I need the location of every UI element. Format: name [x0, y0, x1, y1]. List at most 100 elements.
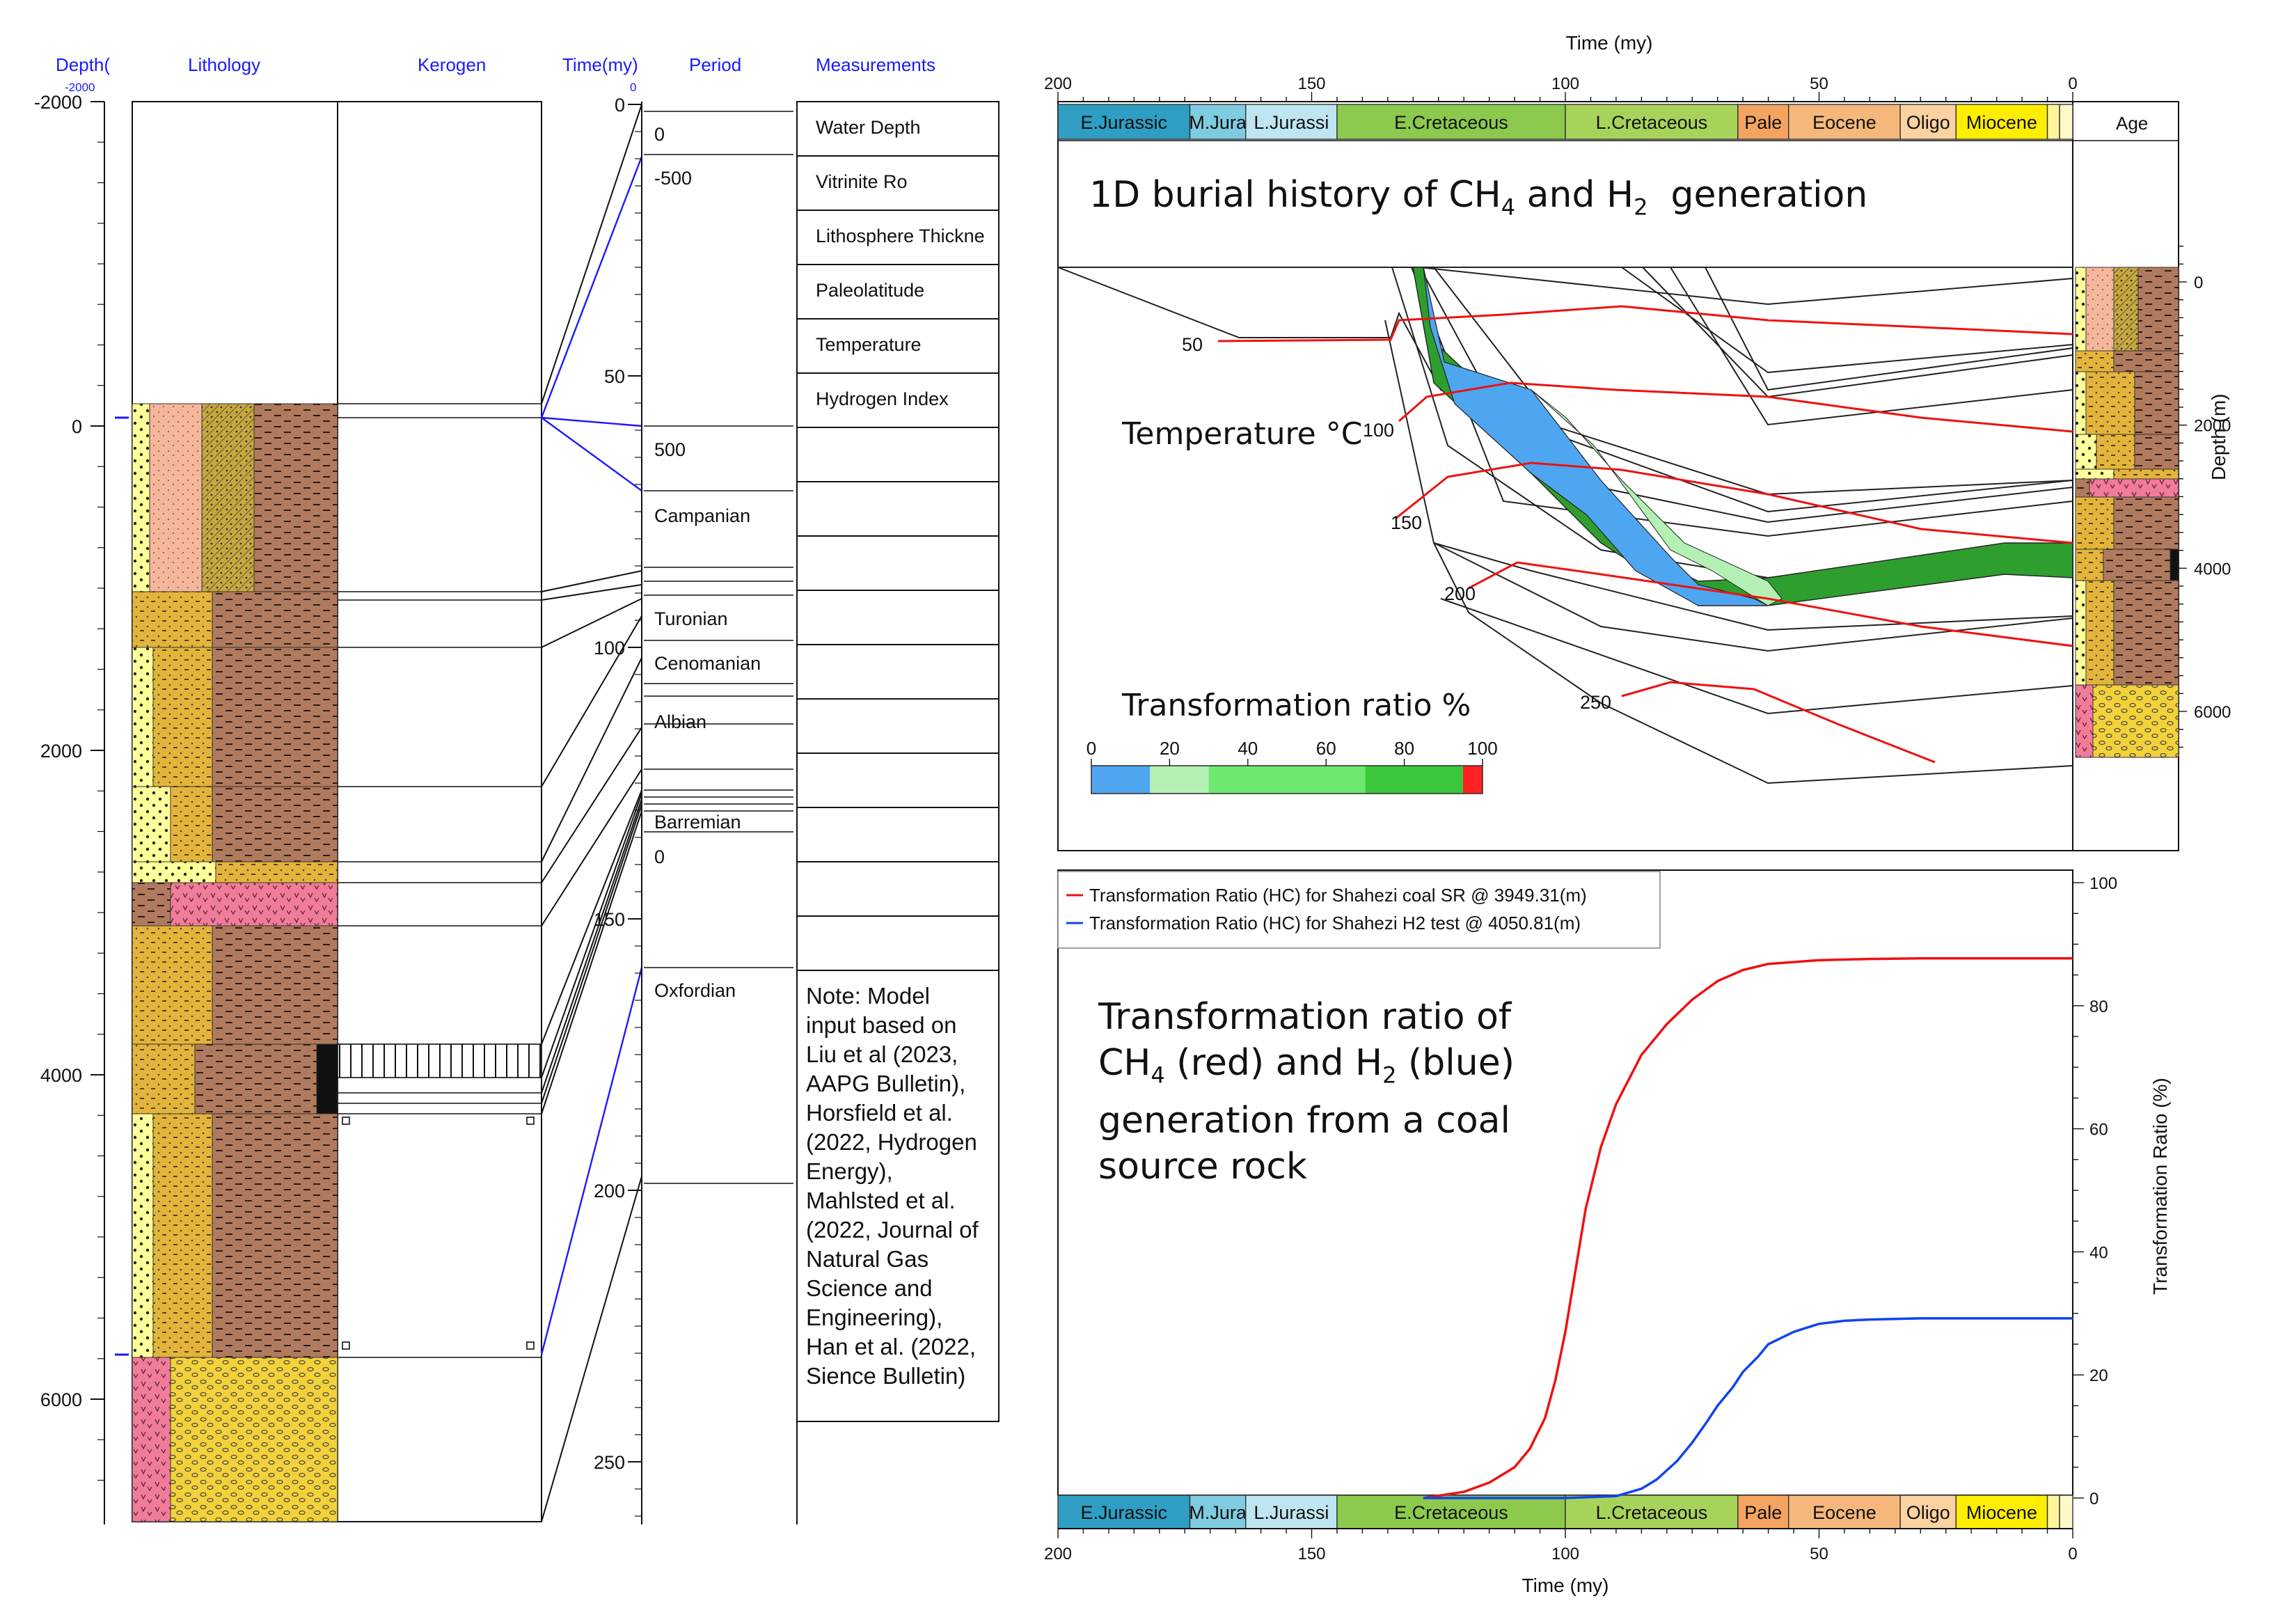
temperature-label: Temperature °C: [1122, 416, 1363, 452]
burial-depth-axis: 0 2000 4000 6000: [2179, 245, 2231, 748]
measurement-label: Vitrinite Ro: [816, 171, 908, 192]
period-label: 0: [654, 846, 665, 867]
period-boundaries: [644, 111, 793, 1184]
age-segment: [2046, 104, 2060, 140]
burial-lithology-strip: [2075, 267, 2179, 758]
header-lithology: Lithology: [188, 54, 261, 75]
lithology-layers: [132, 403, 338, 1522]
age-segment-label: Miocene: [1966, 1502, 2037, 1523]
age-segment-label: Miocene: [1966, 112, 2037, 133]
age-segment-label: L.Jurassi: [1254, 1502, 1329, 1523]
time-tick-label: 150: [594, 909, 625, 930]
header-time: Time(my): [562, 54, 638, 75]
age-segment: [1955, 104, 2048, 140]
age-segment-label: Pale: [1744, 1502, 1782, 1523]
header-measurements: Measurements: [816, 54, 935, 75]
tr-y-tick-label: 20: [2089, 1366, 2108, 1385]
period-label: -500: [654, 168, 692, 189]
age-segment: [1057, 1495, 1191, 1529]
measurement-rows: [797, 101, 999, 971]
age-segment: [2046, 1495, 2060, 1529]
tr-colorbar-tick-label: 100: [1467, 738, 1497, 759]
tr-y-tick-label: 100: [2089, 874, 2117, 893]
burial-title: 1D burial history of CH4 and H2 generati…: [1089, 174, 1868, 221]
age-segment: [1565, 1495, 1739, 1529]
note-line: input based on: [806, 1012, 957, 1038]
depth-axis-ticks: -2000 0 2000 4000 6000: [34, 92, 104, 1481]
tr-colorbar-segment: [1091, 766, 1151, 794]
isotherm-labels: 50 100 150 200 250: [1182, 334, 1611, 713]
tr-colorbar-tick-label: 0: [1086, 738, 1096, 759]
burial-depth-tick-label: 4000: [2194, 560, 2231, 578]
tr-y-axis: 0 20 40 60 80 100: [2073, 874, 2117, 1508]
tr-colorbar-segment: [1208, 766, 1366, 794]
tr-colorbar-title: Transformation ratio %: [1122, 688, 1471, 723]
period-label: 0: [654, 124, 665, 145]
measurement-label: Water Depth: [816, 117, 921, 138]
age-segment: [1245, 1495, 1338, 1529]
legend-label-red: Transformation Ratio (HC) for Shahezi co…: [1089, 885, 1587, 906]
age-segment: [1788, 1495, 1901, 1529]
period-label: 500: [654, 439, 686, 460]
note-line: Science and: [806, 1275, 933, 1301]
header-depth: Depth(: [56, 54, 111, 75]
tr-y-axis-label: Transformation Ratio (%): [2149, 1078, 2171, 1295]
source-rock-band-mid-tr: [1531, 389, 1783, 606]
time-tick-label: 100: [1551, 74, 1579, 93]
burial-depth-tick-label: 0: [2194, 274, 2203, 292]
age-segment-label: M.Jura: [1189, 1502, 1247, 1523]
note-line: Note: Model: [806, 983, 930, 1009]
isotherm-label: 50: [1182, 334, 1203, 355]
note-line: AAPG Bulletin),: [806, 1071, 966, 1096]
burial-depth-axis-label: Depth (m): [2208, 393, 2229, 480]
tr-series-group: [1423, 956, 2073, 1499]
tr-y-tick-label: 60: [2089, 1121, 2108, 1140]
isotherm-label: 150: [1391, 512, 1422, 533]
isotherm-label: 250: [1580, 692, 1611, 713]
tr-colorbar-segment: [1150, 766, 1209, 794]
series-line-ch4: [1423, 956, 2073, 1499]
period-label: Albian: [654, 711, 706, 732]
age-column-label: Age: [2116, 113, 2149, 134]
age-segment: [1245, 104, 1338, 140]
tr-annotation: Transformation ratio of CH4 (red) and H2…: [1098, 996, 1515, 1188]
bottom-time-axis-label: Time (my): [1522, 1575, 1609, 1596]
period-label: Campanian: [654, 505, 750, 526]
age-segment-label: Eocene: [1812, 112, 1876, 133]
tr-y-tick-label: 40: [2089, 1243, 2108, 1262]
period-label: Oxfordian: [654, 980, 736, 1001]
measurement-label: Hydrogen Index: [816, 388, 949, 409]
period-label: Barremian: [654, 812, 741, 833]
note-line: Horsfield et al.: [806, 1100, 953, 1126]
time-tick-label: 150: [1297, 1545, 1325, 1563]
age-segment: [2059, 104, 2073, 140]
transformation-ratio-colorbar: 0 20 40 60 80 100: [1086, 738, 1498, 794]
age-segment-label: Oligo: [1906, 1502, 1950, 1523]
note-line: Sience Bulletin): [806, 1363, 966, 1389]
age-segment-label: E.Cretaceous: [1394, 112, 1508, 133]
age-segment-label: Pale: [1744, 112, 1782, 133]
age-segment-label: Eocene: [1812, 1502, 1876, 1523]
period-label: Cenomanian: [654, 653, 761, 674]
header-time-sub: 0: [630, 81, 637, 94]
period-label: Turonian: [654, 608, 728, 629]
tr-colorbar-segment: [1462, 766, 1483, 794]
age-segment: [1189, 104, 1247, 140]
measurement-label: Lithosphere Thickne: [816, 226, 985, 246]
time-tick-label: 50: [604, 366, 625, 387]
note-line: Natural Gas: [806, 1246, 929, 1272]
note-line: Liu et al (2023,: [806, 1041, 958, 1067]
time-tick-label: 200: [1044, 74, 1072, 93]
age-bar-top: E.Jurassic M.Jura L.Jurassi E.Cretaceous L.C…: [1057, 104, 2073, 140]
age-segment-label: E.Cretaceous: [1394, 1502, 1508, 1523]
burial-time-axis: 200 150 100 50 0: [1044, 74, 2078, 102]
header-depth-sub: -2000: [65, 81, 95, 94]
depth-tick-label: 6000: [40, 1389, 82, 1410]
age-segment: [1955, 1495, 2048, 1529]
time-tick-label: 0: [615, 95, 625, 116]
burial-history-panel: E.Jurassic M.Jura L.Jurassi E.Cretaceous L.C…: [1044, 74, 2231, 851]
kerogen-layer-lines: [338, 403, 542, 1358]
header-period: Period: [689, 54, 742, 75]
age-segment-label: L.Cretaceous: [1596, 112, 1708, 133]
burial-depth-tick-label: 6000: [2194, 703, 2231, 722]
